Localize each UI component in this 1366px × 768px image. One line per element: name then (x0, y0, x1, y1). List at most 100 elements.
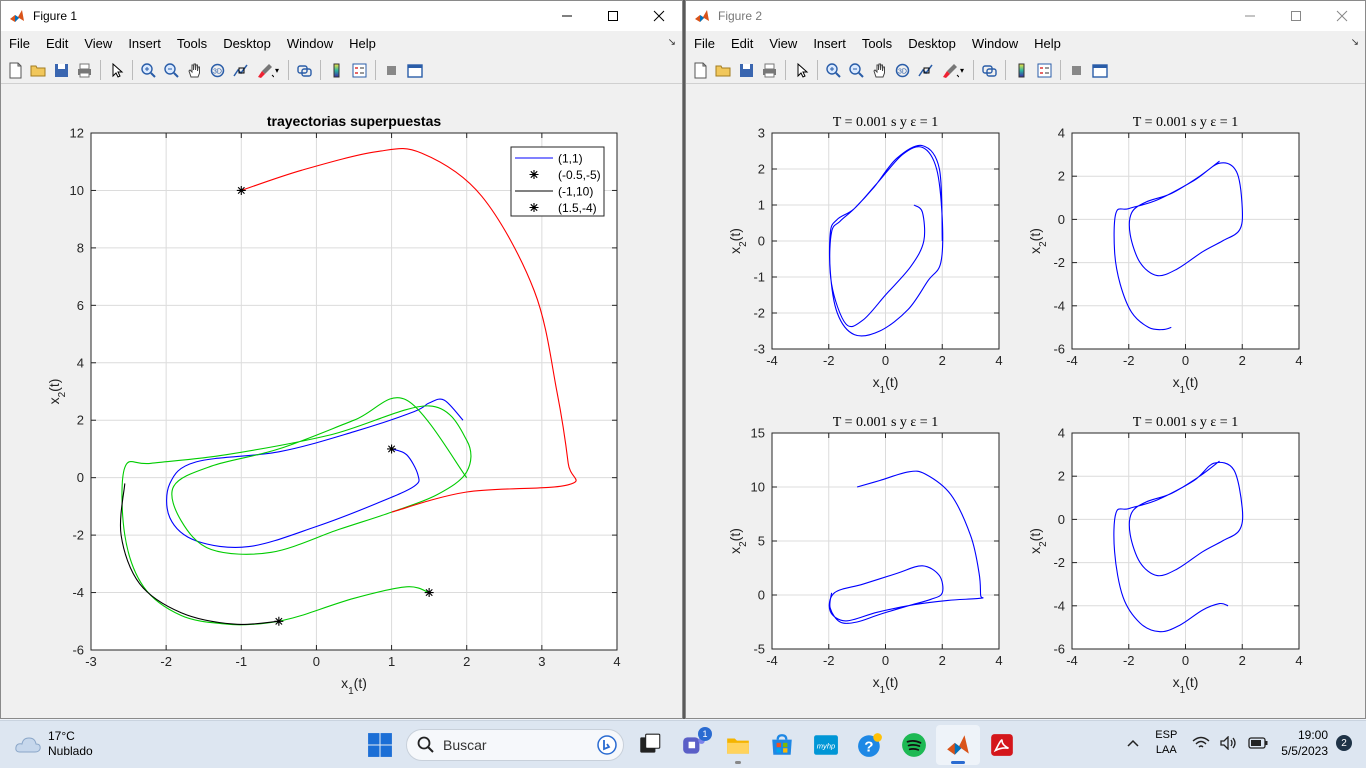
volume-icon[interactable] (1220, 736, 1238, 750)
pan-button[interactable] (183, 59, 206, 81)
menu-view[interactable]: View (769, 36, 798, 51)
menu-desktop[interactable]: Desktop (223, 36, 271, 51)
dock-icon (407, 63, 423, 78)
notification-badge[interactable]: 2 (1336, 735, 1352, 751)
maximize-button[interactable] (590, 1, 636, 31)
open-folder-icon (30, 65, 46, 76)
window-splitter[interactable] (683, 0, 685, 719)
legend-button[interactable] (348, 59, 371, 81)
save-button[interactable] (735, 59, 758, 81)
brush-button[interactable]: ▾ (252, 59, 284, 81)
dock-button[interactable] (403, 59, 426, 81)
menu-tools[interactable]: Tools (861, 36, 893, 51)
data-cursor-button[interactable] (914, 59, 937, 81)
weather-widget[interactable]: 17°C Nublado (14, 729, 93, 759)
temperature: 17°C (48, 729, 75, 743)
close-button[interactable] (1319, 1, 1365, 31)
pin-icon[interactable]: ↘ (1350, 37, 1359, 48)
dropdown-arrow-icon[interactable]: ▾ (959, 65, 964, 75)
menu-desktop[interactable]: Desktop (908, 36, 956, 51)
x-tick-label: 4 (1295, 653, 1302, 668)
dropdown-arrow-icon[interactable]: ▾ (274, 65, 279, 75)
y-tick-label: -4 (1053, 598, 1065, 613)
acrobat-button[interactable] (980, 725, 1024, 765)
menu-help[interactable]: Help (349, 36, 376, 51)
colorbar-button[interactable] (1010, 59, 1033, 81)
rotate-button[interactable]: 3D (206, 59, 229, 81)
pin-icon[interactable]: ↘ (667, 37, 676, 48)
menu-file[interactable]: File (694, 36, 715, 51)
chevron-up-icon[interactable] (1126, 738, 1140, 748)
figure2-titlebar[interactable]: Figure 2 (686, 1, 1365, 31)
hide-tools-icon (387, 65, 396, 75)
subplot-3-axes: -4 -2 0 2 4 -5 0 5 10 15 x1(t) x2(t) T = 0.001 s y ε… (727, 415, 1003, 696)
print-icon (763, 63, 776, 77)
print-button[interactable] (73, 59, 96, 81)
menu-help[interactable]: Help (1034, 36, 1061, 51)
menu-edit[interactable]: Edit (45, 36, 69, 51)
open-folder-button[interactable] (27, 59, 50, 81)
bing-icon[interactable] (597, 735, 617, 755)
zoom-in-button[interactable] (822, 59, 845, 81)
x-tick-label: -3 (85, 654, 97, 669)
zoom-in-button[interactable] (137, 59, 160, 81)
file-explorer-button[interactable] (716, 725, 760, 765)
dock-button[interactable] (1088, 59, 1111, 81)
pointer-button[interactable] (105, 59, 128, 81)
figure1-toolbar: 3D ▾ (1, 57, 682, 84)
y-axis-label: x2(t) (727, 528, 749, 554)
window-title: Figure 1 (33, 9, 78, 23)
menu-view[interactable]: View (84, 36, 113, 51)
zoom-out-button[interactable] (160, 59, 183, 81)
menu-insert[interactable]: Insert (813, 36, 846, 51)
menu-insert[interactable]: Insert (128, 36, 161, 51)
main-chart[interactable]: -3 -2 -1 0 1 2 3 4-6-4-2024681012x1(t)x2(t)tray… (1, 85, 682, 719)
brush-button[interactable]: ▾ (937, 59, 969, 81)
matlab-button[interactable] (936, 725, 980, 765)
subplot-1[interactable]: -4 -2 0 2 4 -3 -2 -1 0 1 2 3 x1(t) x2(t) T = 0.001 s y… (686, 85, 1366, 719)
language-indicator[interactable]: ESP LAA (1155, 728, 1177, 758)
link-button[interactable] (978, 59, 1001, 81)
chart-title: T = 0.001 s y ε = 1 (1133, 115, 1238, 130)
open-folder-button[interactable] (712, 59, 735, 81)
legend-button[interactable] (1033, 59, 1056, 81)
wifi-icon[interactable] (1192, 736, 1210, 750)
zoom-out-button[interactable] (845, 59, 868, 81)
menu-file[interactable]: File (9, 36, 30, 51)
search-box[interactable]: Buscar (406, 729, 624, 761)
figure1-titlebar[interactable]: Figure 1 (1, 1, 682, 31)
spotify-button[interactable] (892, 725, 936, 765)
menu-edit[interactable]: Edit (730, 36, 754, 51)
help-button[interactable]: ? (848, 725, 892, 765)
minimize-button[interactable] (544, 1, 590, 31)
new-file-button[interactable] (689, 59, 712, 81)
taskbar: 17°C Nublado Buscar 1 myhp ? (0, 720, 1366, 768)
hide-tools-button[interactable] (1065, 59, 1088, 81)
save-button[interactable] (50, 59, 73, 81)
close-button[interactable] (636, 1, 682, 31)
myhp-button[interactable]: myhp (804, 725, 848, 765)
start-button[interactable] (358, 725, 402, 765)
rotate-button[interactable]: 3D (891, 59, 914, 81)
clock[interactable]: 19:00 5/5/2023 (1281, 727, 1328, 759)
maximize-button[interactable] (1273, 1, 1319, 31)
new-file-button[interactable] (4, 59, 27, 81)
menu-window[interactable]: Window (286, 36, 334, 51)
store-button[interactable] (760, 725, 804, 765)
teams-button[interactable]: 1 (672, 725, 716, 765)
colorbar-button[interactable] (325, 59, 348, 81)
minimize-button[interactable] (1227, 1, 1273, 31)
print-button[interactable] (758, 59, 781, 81)
menu-window[interactable]: Window (971, 36, 1019, 51)
data-cursor-button[interactable] (229, 59, 252, 81)
pointer-button[interactable] (790, 59, 813, 81)
battery-icon[interactable] (1248, 737, 1268, 749)
menu-tools[interactable]: Tools (176, 36, 208, 51)
task-view-button[interactable] (628, 725, 672, 765)
colorbar-icon (333, 63, 340, 77)
pan-button[interactable] (868, 59, 891, 81)
axes-background (91, 133, 617, 650)
link-button[interactable] (293, 59, 316, 81)
toolbar-separator (817, 60, 818, 80)
hide-tools-button[interactable] (380, 59, 403, 81)
